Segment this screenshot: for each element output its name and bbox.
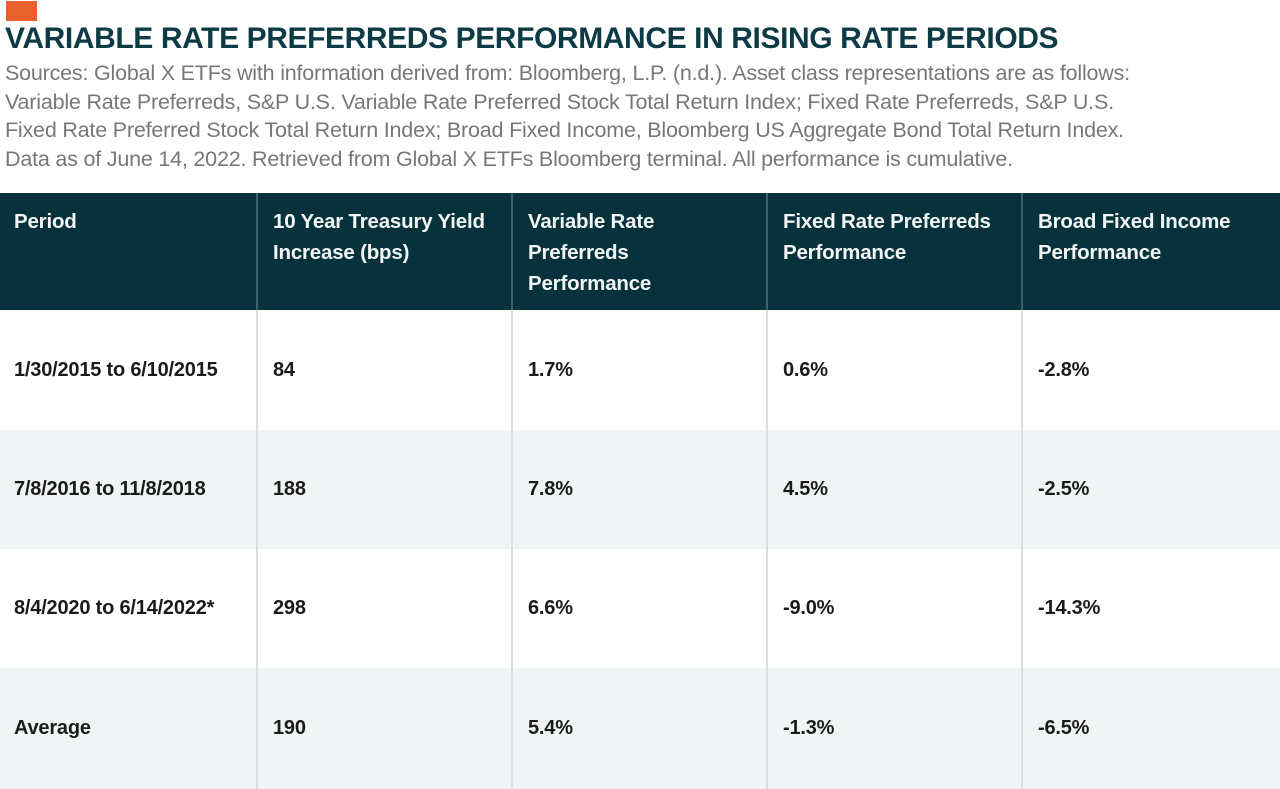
cell-period: 7/8/2016 to 11/8/2018 [14, 478, 206, 500]
cell-treasury-yield-increase: 84 [256, 310, 511, 430]
source-note: Sources: Global X ETFs with information … [5, 59, 1130, 173]
cell-period: 1/30/2015 to 6/10/2015 [14, 358, 218, 381]
cell-broad-fixed-income-performance: -2.5% [1021, 430, 1280, 549]
cell-treasury-yield-increase: 188 [256, 430, 511, 549]
cell-variable-rate-performance: 6.6% [511, 549, 766, 668]
cell-fixed-rate-performance: 0.6% [766, 310, 1021, 430]
cell-broad-fixed-income-performance: -14.3% [1021, 549, 1280, 668]
source-line: Variable Rate Preferreds, S&P U.S. Varia… [5, 89, 1114, 114]
table-header-row: Period 10 Year Treasury Yield Increase (… [0, 193, 1280, 310]
column-header-period: Period [14, 210, 77, 233]
performance-table: Period 10 Year Treasury Yield Increase (… [0, 193, 1280, 789]
table-row: 8/4/2020 to 6/14/2022* 298 6.6% -9.0% -1… [0, 549, 1280, 668]
cell-fixed-rate-performance: 4.5% [766, 430, 1021, 549]
column-header-treasury-yield-increase: 10 Year Treasury Yield Increase (bps) [256, 193, 511, 310]
cell-variable-rate-performance: 5.4% [511, 668, 766, 789]
source-line: Fixed Rate Preferred Stock Total Return … [5, 118, 1124, 142]
column-header-broad-fixed-income-performance: Broad Fixed Income Performance [1021, 193, 1280, 310]
page-title: VARIABLE RATE PREFERREDS PERFORMANCE IN … [5, 22, 1059, 55]
cell-treasury-yield-increase: 190 [256, 668, 511, 789]
cell-variable-rate-performance: 1.7% [511, 310, 766, 430]
cell-period: 8/4/2020 to 6/14/2022* [14, 597, 215, 619]
table-row-average: Average 190 5.4% -1.3% -6.5% [0, 668, 1280, 789]
cell-fixed-rate-performance: -9.0% [766, 549, 1021, 668]
table-row: 7/8/2016 to 11/8/2018 188 7.8% 4.5% -2.5… [0, 430, 1280, 549]
cell-broad-fixed-income-performance: -2.8% [1021, 310, 1280, 430]
source-line: Data as of June 14, 2022. Retrieved from… [5, 146, 1013, 171]
column-header-variable-rate-performance: Variable Rate Preferreds Performance [511, 193, 766, 310]
cell-variable-rate-performance: 7.8% [511, 430, 766, 549]
cell-period: Average [14, 717, 91, 739]
table-row: 1/30/2015 to 6/10/2015 84 1.7% 0.6% -2.8… [0, 310, 1280, 430]
cell-treasury-yield-increase: 298 [256, 549, 511, 668]
cell-fixed-rate-performance: -1.3% [766, 668, 1021, 789]
brand-mark-rectangle [6, 1, 37, 21]
source-line: Sources: Global X ETFs with information … [5, 61, 1130, 85]
cell-broad-fixed-income-performance: -6.5% [1021, 668, 1280, 789]
column-header-fixed-rate-performance: Fixed Rate Preferreds Performance [766, 193, 1021, 310]
